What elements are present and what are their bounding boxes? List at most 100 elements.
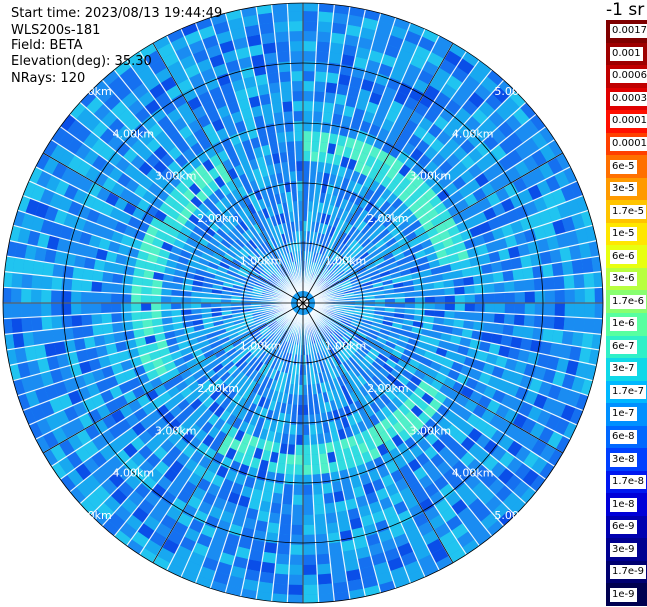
data-cell <box>41 303 52 317</box>
data-cell <box>248 369 259 381</box>
data-cell <box>373 30 391 45</box>
data-cell <box>177 398 191 412</box>
data-cell <box>119 66 138 84</box>
data-cell <box>462 539 481 557</box>
data-cell <box>31 303 42 318</box>
data-cell <box>219 82 235 96</box>
data-cell <box>514 429 530 446</box>
data-cell <box>346 252 357 262</box>
data-cell <box>296 414 303 425</box>
data-cell <box>328 237 336 248</box>
data-cell <box>514 462 532 481</box>
data-cell <box>503 182 519 198</box>
data-cell <box>266 319 277 326</box>
range-label: 1.00km <box>325 339 367 352</box>
data-cell <box>21 407 37 426</box>
data-cell <box>474 312 485 323</box>
azimuth-line <box>302 42 454 304</box>
data-cell <box>382 232 394 244</box>
data-cell <box>474 83 492 101</box>
data-cell <box>120 359 134 372</box>
data-cell <box>382 505 398 520</box>
data-cell <box>42 262 55 277</box>
data-cell <box>272 336 281 347</box>
data-cell <box>155 188 170 202</box>
data-cell <box>184 30 202 46</box>
data-cell <box>40 218 54 236</box>
data-cell <box>243 411 254 424</box>
data-cell <box>212 571 231 586</box>
data-cell <box>91 467 109 486</box>
data-cell <box>167 385 181 399</box>
data-cell <box>280 91 293 103</box>
data-cell <box>420 356 433 368</box>
data-cell <box>494 292 505 303</box>
colorbar-tick-label: 3e-8 <box>610 452 637 467</box>
data-cell <box>351 527 366 540</box>
data-cell <box>362 110 376 124</box>
data-cell <box>223 375 235 387</box>
data-cell <box>221 298 232 303</box>
data-cell <box>248 95 262 108</box>
data-cell <box>575 361 589 379</box>
data-cell <box>272 259 281 270</box>
data-cell <box>354 263 366 272</box>
data-cell <box>357 360 369 372</box>
data-cell <box>180 225 193 237</box>
data-cell <box>326 72 340 84</box>
data-cell <box>347 85 361 99</box>
data-cell <box>303 81 315 92</box>
data-cell <box>256 209 266 222</box>
data-cell <box>44 248 57 264</box>
data-cell <box>484 292 495 303</box>
data-cell <box>36 170 52 189</box>
data-cell <box>240 527 255 540</box>
data-cell <box>313 91 326 103</box>
data-cell <box>91 313 103 326</box>
data-cell <box>334 3 352 5</box>
data-cell <box>387 556 405 572</box>
data-cell <box>464 474 482 491</box>
data-cell <box>361 254 372 264</box>
data-cell <box>475 449 492 465</box>
data-cell <box>137 523 155 540</box>
data-cell <box>521 172 537 189</box>
data-cell <box>238 331 250 339</box>
data-cell <box>303 524 316 535</box>
data-cell <box>231 339 243 348</box>
data-cell <box>355 98 369 111</box>
data-cell <box>380 538 397 553</box>
data-cell <box>421 563 441 579</box>
data-cell <box>404 155 418 170</box>
data-cell <box>432 273 444 283</box>
data-cell <box>107 455 124 472</box>
data-cell <box>364 405 375 418</box>
data-cell <box>318 280 327 289</box>
data-cell <box>141 310 152 320</box>
data-cell <box>413 207 426 220</box>
data-cell <box>277 141 288 153</box>
data-cell <box>319 233 326 245</box>
data-cell <box>273 370 281 381</box>
data-cell <box>486 68 506 87</box>
data-cell <box>384 204 397 217</box>
data-cell <box>96 502 115 520</box>
data-cell <box>434 498 452 515</box>
data-cell <box>180 207 193 220</box>
data-cell <box>83 114 101 132</box>
data-cell <box>347 127 360 140</box>
data-cell <box>234 223 246 235</box>
data-cell <box>500 393 515 409</box>
elevation-text: Elevation(deg): 35.30 <box>11 54 152 69</box>
data-cell <box>349 203 359 215</box>
data-cell <box>209 358 221 369</box>
data-cell <box>384 298 395 303</box>
data-cell <box>292 111 303 122</box>
data-cell <box>242 245 253 255</box>
data-cell <box>351 257 362 267</box>
data-cell <box>471 481 489 498</box>
data-cell <box>330 317 341 324</box>
data-cell <box>286 252 293 264</box>
data-cell <box>252 223 262 235</box>
data-cell <box>334 398 344 410</box>
